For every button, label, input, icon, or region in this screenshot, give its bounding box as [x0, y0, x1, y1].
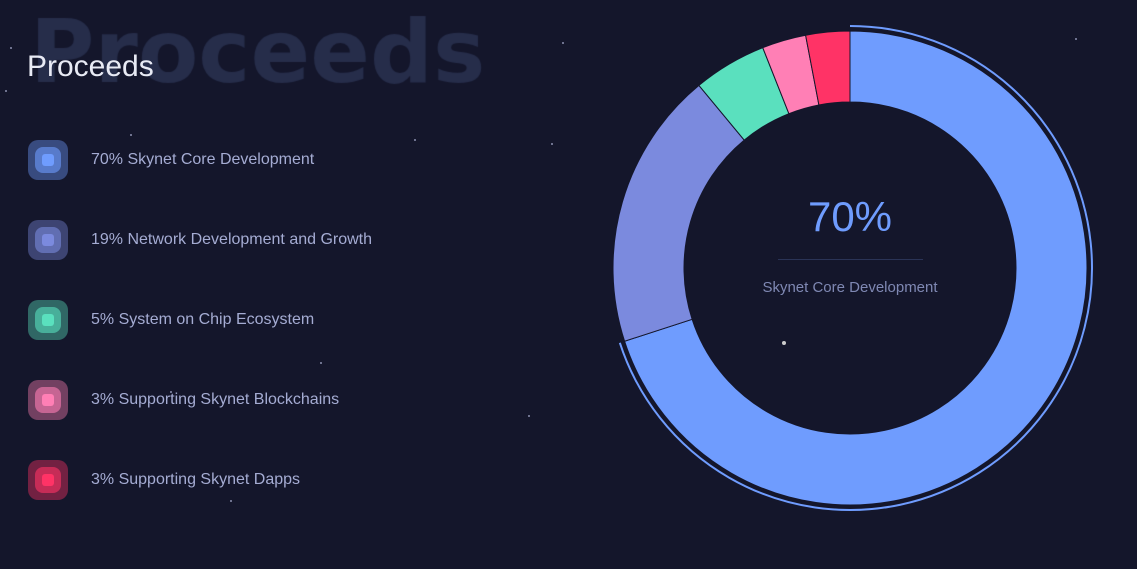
- legend-item[interactable]: 5% System on Chip Ecosystem: [28, 300, 372, 340]
- donut-slice[interactable]: [805, 30, 851, 106]
- legend-item[interactable]: 19% Network Development and Growth: [28, 220, 372, 260]
- background-title-watermark: [0, 0, 500, 100]
- section-title: Proceeds: [27, 50, 154, 83]
- star: [782, 341, 786, 345]
- square-icon: [28, 140, 68, 180]
- legend-label: 19% Network Development and Growth: [91, 231, 373, 248]
- square-icon: [28, 460, 68, 500]
- center-label: Skynet Core Development: [762, 279, 938, 296]
- legend-label: 70% Skynet Core Development: [91, 151, 315, 168]
- star: [528, 415, 530, 417]
- star: [170, 391, 172, 393]
- highlight-ring: [618, 25, 1093, 511]
- star: [414, 139, 416, 141]
- legend-label: 3% Supporting Skynet Dapps: [91, 471, 301, 488]
- square-icon: [28, 380, 68, 420]
- star: [320, 362, 322, 364]
- donut-slice[interactable]: [623, 30, 1088, 506]
- star: [130, 134, 132, 136]
- square-icon: [28, 300, 68, 340]
- center-value: 70%: [807, 193, 893, 240]
- star: [1075, 38, 1077, 40]
- legend: 70% Skynet Core Development 19% Network …: [28, 140, 372, 540]
- star: [551, 143, 553, 145]
- star: [230, 500, 232, 502]
- square-icon: [28, 220, 68, 260]
- legend-item[interactable]: 70% Skynet Core Development: [28, 140, 372, 180]
- legend-item[interactable]: 3% Supporting Skynet Dapps: [28, 460, 372, 500]
- legend-item[interactable]: 3% Supporting Skynet Blockchains: [28, 380, 372, 420]
- star: [562, 42, 564, 44]
- center-divider: [778, 259, 923, 260]
- legend-label: 5% System on Chip Ecosystem: [91, 311, 315, 328]
- donut-slice[interactable]: [612, 84, 745, 342]
- legend-label: 3% Supporting Skynet Blockchains: [91, 391, 340, 408]
